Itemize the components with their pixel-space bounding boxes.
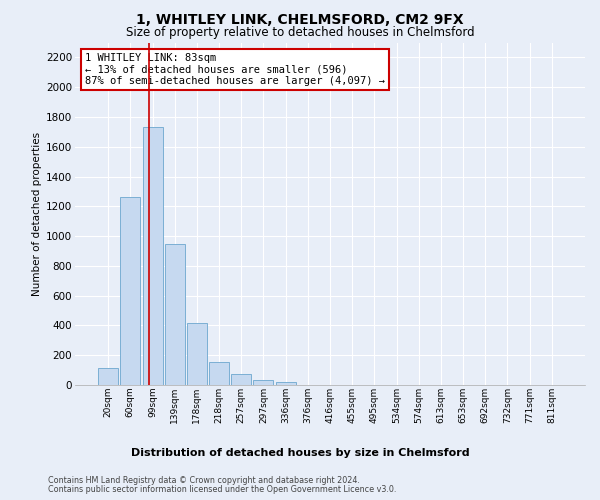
- Text: Distribution of detached houses by size in Chelmsford: Distribution of detached houses by size …: [131, 448, 469, 458]
- Text: Size of property relative to detached houses in Chelmsford: Size of property relative to detached ho…: [125, 26, 475, 39]
- Bar: [98, 368, 118, 385]
- Text: 1, WHITLEY LINK, CHELMSFORD, CM2 9FX: 1, WHITLEY LINK, CHELMSFORD, CM2 9FX: [136, 12, 464, 26]
- Bar: [275, 382, 296, 385]
- Bar: [231, 374, 251, 385]
- Text: Contains public sector information licensed under the Open Government Licence v3: Contains public sector information licen…: [48, 485, 397, 494]
- Bar: [165, 244, 185, 385]
- Bar: [253, 380, 274, 385]
- Text: 1 WHITLEY LINK: 83sqm
← 13% of detached houses are smaller (596)
87% of semi-det: 1 WHITLEY LINK: 83sqm ← 13% of detached …: [85, 53, 385, 86]
- Y-axis label: Number of detached properties: Number of detached properties: [32, 132, 42, 296]
- Text: Contains HM Land Registry data © Crown copyright and database right 2024.: Contains HM Land Registry data © Crown c…: [48, 476, 360, 485]
- Bar: [143, 128, 163, 385]
- Bar: [121, 198, 140, 385]
- Bar: [187, 323, 207, 385]
- Bar: [209, 362, 229, 385]
